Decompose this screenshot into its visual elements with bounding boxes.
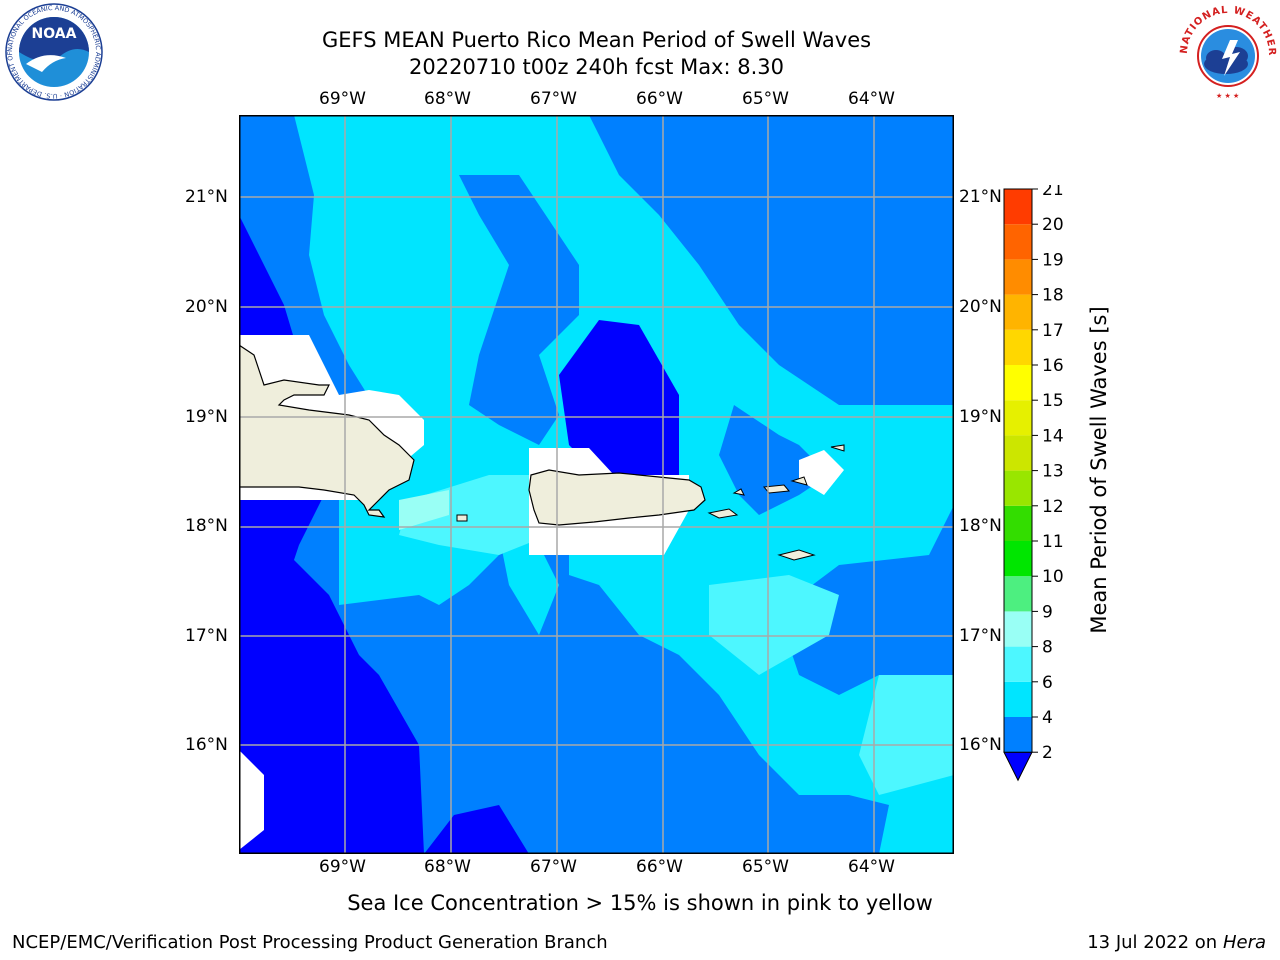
colorbar-tick-label: 19 [1042,250,1064,270]
colorbar-swatch [1004,505,1032,541]
lon-label-bottom: 65°W [742,857,789,877]
footer-branch: NCEP/EMC/Verification Post Processing Pr… [12,932,608,953]
colorbar-tick-label: 15 [1042,391,1064,411]
lat-label-right: 19°N [959,407,1002,427]
colorbar-swatch [1004,329,1032,365]
lon-label-bottom: 64°W [848,857,895,877]
colorbar: 2 4 6 8 9 10 11 12 13 14 15 16 17 18 19 20 21 [1000,180,1070,785]
colorbar-label-wrap: Mean Period of Swell Waves [s] [1086,290,1112,650]
colorbar-swatch [1004,189,1032,225]
lon-label-bottom: 69°W [319,857,366,877]
chart-subtitle: 20220710 t00z 240h fcst Max: 8.30 [409,55,784,79]
map-frame [239,115,954,854]
lon-label-top: 65°W [742,89,789,109]
lat-label-left: 18°N [185,516,228,536]
lat-label-left: 19°N [185,407,228,427]
lon-label-top: 68°W [424,89,471,109]
colorbar-tick-label: 14 [1042,426,1064,446]
colorbar-swatch [1004,365,1032,401]
colorbar-swatch [1004,611,1032,647]
lon-label-bottom: 68°W [424,857,471,877]
puerto-rico-land [528,469,706,526]
colorbar-swatch [1004,470,1032,506]
colorbar-swatch [1004,646,1032,682]
chart-title: GEFS MEAN Puerto Rico Mean Period of Swe… [321,28,872,52]
colorbar-tick-label: 21 [1042,185,1064,200]
lat-label-left: 16°N [185,735,228,755]
lon-label-top: 66°W [636,89,683,109]
noaa-logo: NATIONAL OCEANIC AND ATMOSPHERIC ADMINIS… [1,0,104,102]
colorbar-tick-label: 11 [1042,532,1064,552]
colorbar-swatch [1004,717,1032,753]
colorbar-swatch [1004,435,1032,471]
lon-label-top: 69°W [319,89,366,109]
colorbar-tick-label: 18 [1042,286,1064,306]
colorbar-tick-label: 2 [1042,743,1053,763]
colorbar-tick-label: 12 [1042,497,1064,517]
colorbar-label: Mean Period of Swell Waves [s] [1087,306,1111,634]
nws-logo: NATIONAL WEATHER SERVICE ★ ★ ★ [1174,0,1278,104]
colorbar-tick-label: 17 [1042,321,1064,341]
sea-ice-note: Sea Ice Concentration > 15% is shown in … [347,891,933,915]
lat-label-right: 16°N [959,735,1002,755]
colorbar-tick-label: 8 [1042,638,1053,658]
lat-label-left: 17°N [185,626,228,646]
colorbar-swatch [1004,259,1032,295]
map-plot [238,115,954,854]
footer-date-text: 13 Jul 2022 on [1087,932,1223,953]
colorbar-swatch [1004,681,1032,717]
colorbar-tick-label: 9 [1042,602,1053,622]
lon-label-bottom: 67°W [530,857,577,877]
colorbar-swatch [1004,294,1032,330]
colorbar-swatch [1004,576,1032,612]
colorbar-swatch [1004,541,1032,577]
noaa-logo-text: NOAA [32,26,77,42]
lon-label-top: 67°W [530,89,577,109]
colorbar-tick-label: 4 [1042,708,1053,728]
footer-date: 13 Jul 2022 on Hera [1087,932,1266,953]
colorbar-extend-arrow [1003,751,1033,782]
lat-label-left: 21°N [185,187,228,207]
colorbar-tick-label: 13 [1042,462,1064,482]
hispaniola-land [238,343,415,518]
colorbar-swatch [1004,224,1032,260]
colorbar-tick-label: 6 [1042,673,1053,693]
colorbar-tick-label: 20 [1042,215,1064,235]
svg-text:★ ★ ★: ★ ★ ★ [1216,92,1239,100]
colorbar-tick-label: 16 [1042,356,1064,376]
footer-machine: Hera [1222,932,1266,953]
graticule [239,115,954,854]
lon-label-top: 64°W [848,89,895,109]
lat-label-right: 17°N [959,626,1002,646]
lat-label-right: 20°N [959,297,1002,317]
lon-label-bottom: 66°W [636,857,683,877]
colorbar-swatch [1004,400,1032,436]
lat-label-left: 20°N [185,297,228,317]
colorbar-tick-label: 10 [1042,567,1064,587]
lat-label-right: 18°N [959,516,1002,536]
lat-label-right: 21°N [959,187,1002,207]
